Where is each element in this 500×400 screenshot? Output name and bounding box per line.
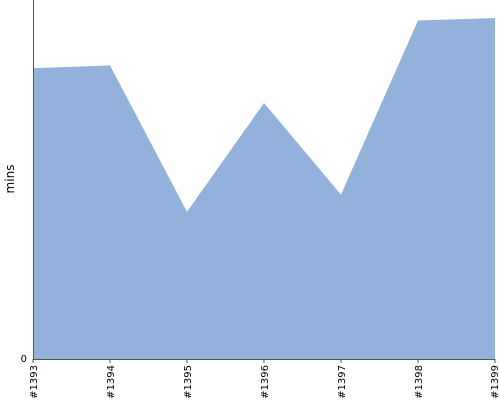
x-tick-label: #1398: [414, 365, 425, 399]
x-axis: #1393 #1394 #1395 #1396 #1397 #1398 #1399: [29, 359, 500, 399]
x-tick-label: #1394: [106, 365, 117, 399]
x-tick-label: #1395: [183, 365, 194, 399]
area-series-0: [33, 17, 495, 359]
x-tick-label: #1397: [337, 365, 348, 399]
y-axis: 0: [21, 0, 34, 365]
x-tick-label: #1396: [260, 365, 271, 399]
y-axis-label: mins: [3, 165, 17, 194]
y-tick-label: 0: [21, 354, 27, 365]
x-tick-label: #1399: [490, 365, 500, 399]
x-tick-label: #1393: [29, 365, 40, 399]
plot-area: [33, 17, 495, 359]
